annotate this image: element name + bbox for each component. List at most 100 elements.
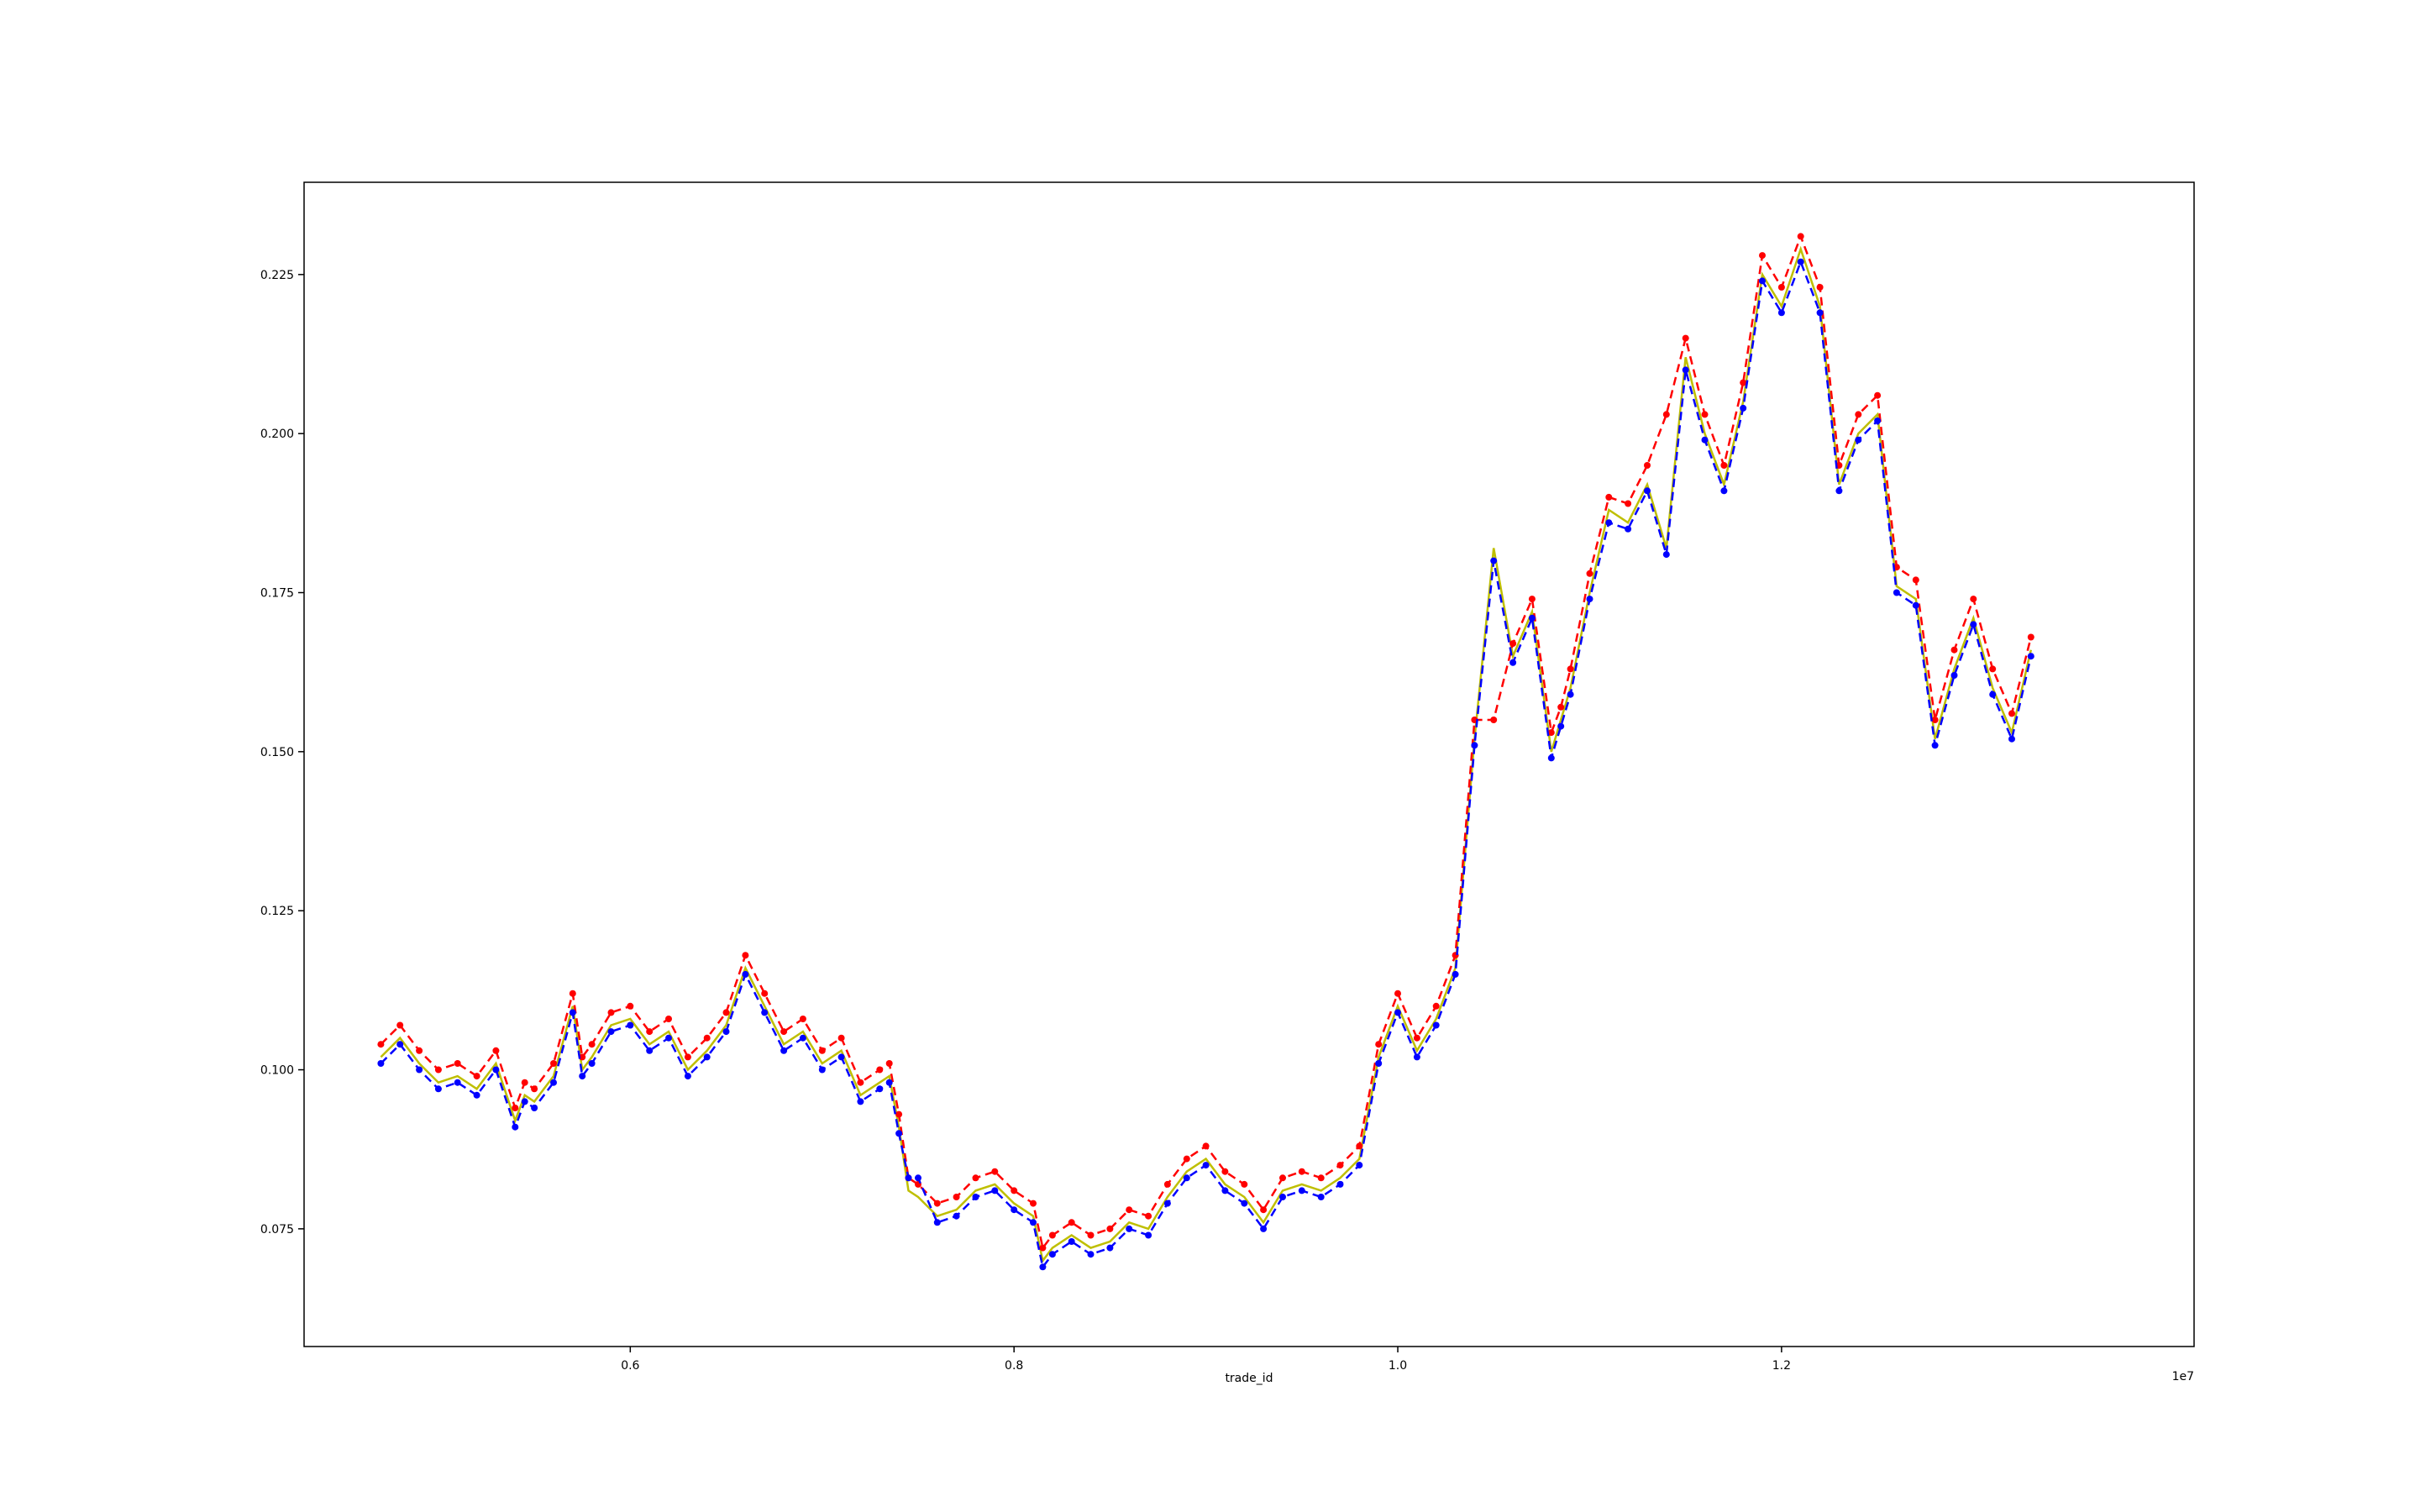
series-1-point [818, 1047, 826, 1054]
series-1-point [1797, 233, 1804, 240]
series-1-point [1432, 1002, 1440, 1010]
series-2-point [1528, 614, 1536, 622]
series-2-point [531, 1105, 538, 1111]
series-1-point [742, 952, 749, 959]
series-1-point [646, 1028, 654, 1036]
series-2-point [972, 1194, 979, 1200]
series-2-point [665, 1034, 672, 1042]
series-1-point [1490, 717, 1498, 723]
series-1-point [1528, 596, 1536, 603]
series-2-point [1356, 1162, 1363, 1169]
series-1-point [703, 1034, 711, 1042]
series-2-point [1509, 659, 1517, 666]
series-2-point [1011, 1206, 1018, 1214]
series-1-point [799, 1016, 806, 1022]
series-2-point [1855, 436, 1862, 444]
series-1-point [1317, 1174, 1325, 1182]
series-2-point [1279, 1194, 1286, 1200]
series-1-point [627, 1002, 634, 1010]
series-1-point [1950, 646, 1958, 654]
y-tick-label: 0.200 [260, 428, 294, 441]
x-axis-offset-label: 1e7 [2172, 1370, 2194, 1383]
series-2-point [416, 1066, 423, 1074]
series-1-point [588, 1041, 596, 1048]
series-1-point [1011, 1187, 1018, 1194]
series-2-point [1682, 366, 1689, 374]
series-2-point [991, 1187, 999, 1194]
series-2-point [1068, 1238, 1075, 1245]
series-2-point [1950, 672, 1958, 679]
series-layer [377, 233, 2034, 1271]
x-tick-label: 0.8 [1005, 1359, 1023, 1373]
series-1-point [1048, 1231, 1056, 1239]
y-tick-label: 0.125 [260, 905, 294, 918]
series-2-point [722, 1028, 730, 1036]
series-2-point [905, 1174, 912, 1182]
series-1-point [1221, 1168, 1229, 1175]
series-1-point [1068, 1219, 1075, 1226]
series-2-point [473, 1091, 480, 1099]
series-2-point [915, 1174, 921, 1182]
series-2-point [2027, 653, 2034, 660]
series-2-point [1644, 487, 1651, 495]
series-1-point [895, 1110, 903, 1118]
series-1-point [1413, 1034, 1420, 1042]
series-2-point [1586, 596, 1593, 603]
series-1-point [1106, 1225, 1114, 1232]
series-2-point [1298, 1187, 1305, 1194]
series-1-point [876, 1066, 884, 1074]
series-1-point [492, 1047, 500, 1054]
series-1-point [1183, 1155, 1190, 1163]
series-1-point [2027, 633, 2034, 641]
series-2-point [377, 1060, 385, 1067]
series-2-point [837, 1053, 845, 1061]
series-2-point [1394, 1009, 1401, 1016]
series-1-point [1145, 1212, 1152, 1220]
series-1-point [396, 1021, 404, 1029]
series-2-point [607, 1028, 615, 1036]
series-line-0 [380, 245, 2033, 1263]
series-2-point [1759, 277, 1766, 285]
series-1-point [1605, 493, 1613, 501]
series-2-point [1874, 417, 1882, 424]
series-1-point [1701, 411, 1709, 418]
x-axis-ticks: 0.6 0.8 1.0 1.2 [621, 1347, 1791, 1373]
x-tick-label: 1.0 [1389, 1359, 1407, 1373]
y-axis-ticks: 0.075 0.100 0.125 0.150 0.175 0.200 0.225 [260, 269, 304, 1236]
series-2-point [521, 1098, 528, 1105]
series-2-point [1720, 487, 1728, 495]
series-2-point [1816, 309, 1824, 317]
series-2-point [1106, 1244, 1114, 1252]
series-2-point [1317, 1194, 1325, 1200]
series-1-point [780, 1028, 788, 1036]
series-1-point [1087, 1231, 1095, 1239]
series-2-point [1126, 1225, 1133, 1232]
series-2-point [1452, 970, 1459, 978]
series-1-point [1163, 1180, 1171, 1188]
series-2-point [1163, 1200, 1171, 1207]
series-2-point [627, 1021, 634, 1029]
series-1-point [377, 1041, 385, 1048]
series-1-point [1241, 1180, 1248, 1188]
series-1-point [1260, 1206, 1268, 1214]
series-2-point [1260, 1225, 1268, 1232]
series-1-point [1509, 640, 1517, 648]
series-1-point [607, 1009, 615, 1016]
series-1-point [1547, 729, 1555, 737]
series-2-point [1931, 742, 1939, 749]
series-2-point [1605, 519, 1613, 527]
series-1-point [1625, 500, 1632, 507]
series-2-point [1662, 551, 1670, 559]
series-1-point [1356, 1142, 1363, 1150]
series-1-point [1855, 411, 1862, 418]
series-1-point [521, 1079, 528, 1086]
series-1-point [1336, 1162, 1344, 1169]
series-2-point [885, 1079, 893, 1086]
series-2-point [953, 1212, 960, 1220]
series-1-point [473, 1073, 480, 1080]
series-1-point [1375, 1041, 1383, 1048]
series-1-point [1989, 665, 1997, 673]
series-2-point [818, 1066, 826, 1074]
